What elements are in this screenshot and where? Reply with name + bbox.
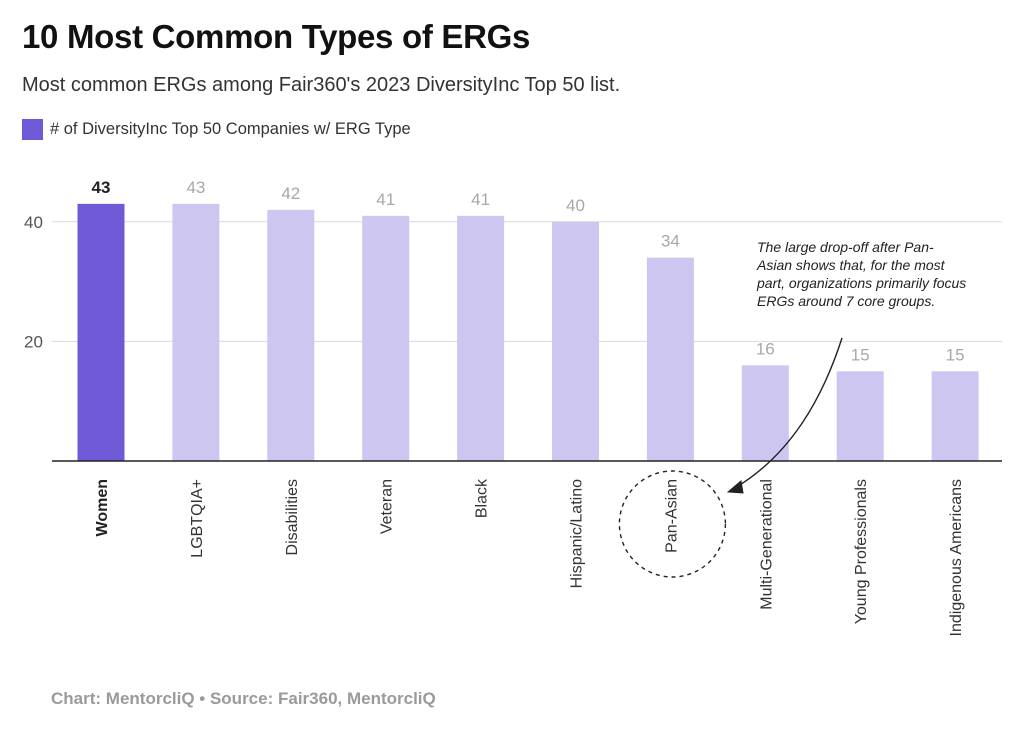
data-label: 42 <box>281 184 300 203</box>
bar <box>646 257 694 461</box>
bar <box>552 221 599 461</box>
chart-subtitle: Most common ERGs among Fair360's 2023 Di… <box>22 74 621 96</box>
legend: # of DiversityInc Top 50 Companies w/ ER… <box>22 119 411 140</box>
data-label: 34 <box>661 232 680 251</box>
data-label: 41 <box>471 190 490 209</box>
x-tick-label: Disabilities <box>284 479 301 555</box>
data-label: 15 <box>946 345 965 364</box>
x-tick-label: LGBTQIA+ <box>189 479 206 558</box>
annotation-arrowhead <box>726 480 744 494</box>
chart-title: 10 Most Common Types of ERGs <box>22 18 531 55</box>
x-tick-label: Young Professionals <box>853 479 870 624</box>
chart-annotation: The large drop-off after Pan-Asian shows… <box>757 239 967 309</box>
y-tick-label: 20 <box>24 332 43 351</box>
legend-label: # of DiversityInc Top 50 Companies w/ ER… <box>50 120 411 138</box>
x-tick-label: Indigenous Americans <box>948 479 965 636</box>
bar <box>362 215 410 461</box>
data-label: 41 <box>376 190 395 209</box>
bar <box>836 371 884 461</box>
data-label: 43 <box>92 178 111 197</box>
bar <box>267 209 315 461</box>
legend-swatch <box>22 119 43 140</box>
x-tick-label: Black <box>474 478 491 518</box>
y-tick-label: 40 <box>24 213 43 232</box>
data-label: 43 <box>186 178 205 197</box>
annotation-arrow <box>734 337 843 489</box>
bar <box>172 203 220 462</box>
bar <box>931 371 979 461</box>
bar <box>741 365 789 461</box>
bar <box>457 215 505 461</box>
x-tick-label: Women <box>94 479 111 536</box>
x-tick-label: Hispanic/Latino <box>569 479 586 589</box>
chart-footer: Chart: MentorcliQ • Source: Fair360, Men… <box>51 689 436 708</box>
data-label: 15 <box>851 345 870 364</box>
x-tick-label: Pan-Asian <box>663 479 680 553</box>
x-tick-label: Veteran <box>379 479 396 534</box>
annotation-circle <box>618 470 727 578</box>
data-label: 40 <box>566 196 585 215</box>
data-label: 16 <box>756 339 775 358</box>
x-tick-label: Multi-Generational <box>758 479 775 610</box>
bar <box>77 203 125 462</box>
